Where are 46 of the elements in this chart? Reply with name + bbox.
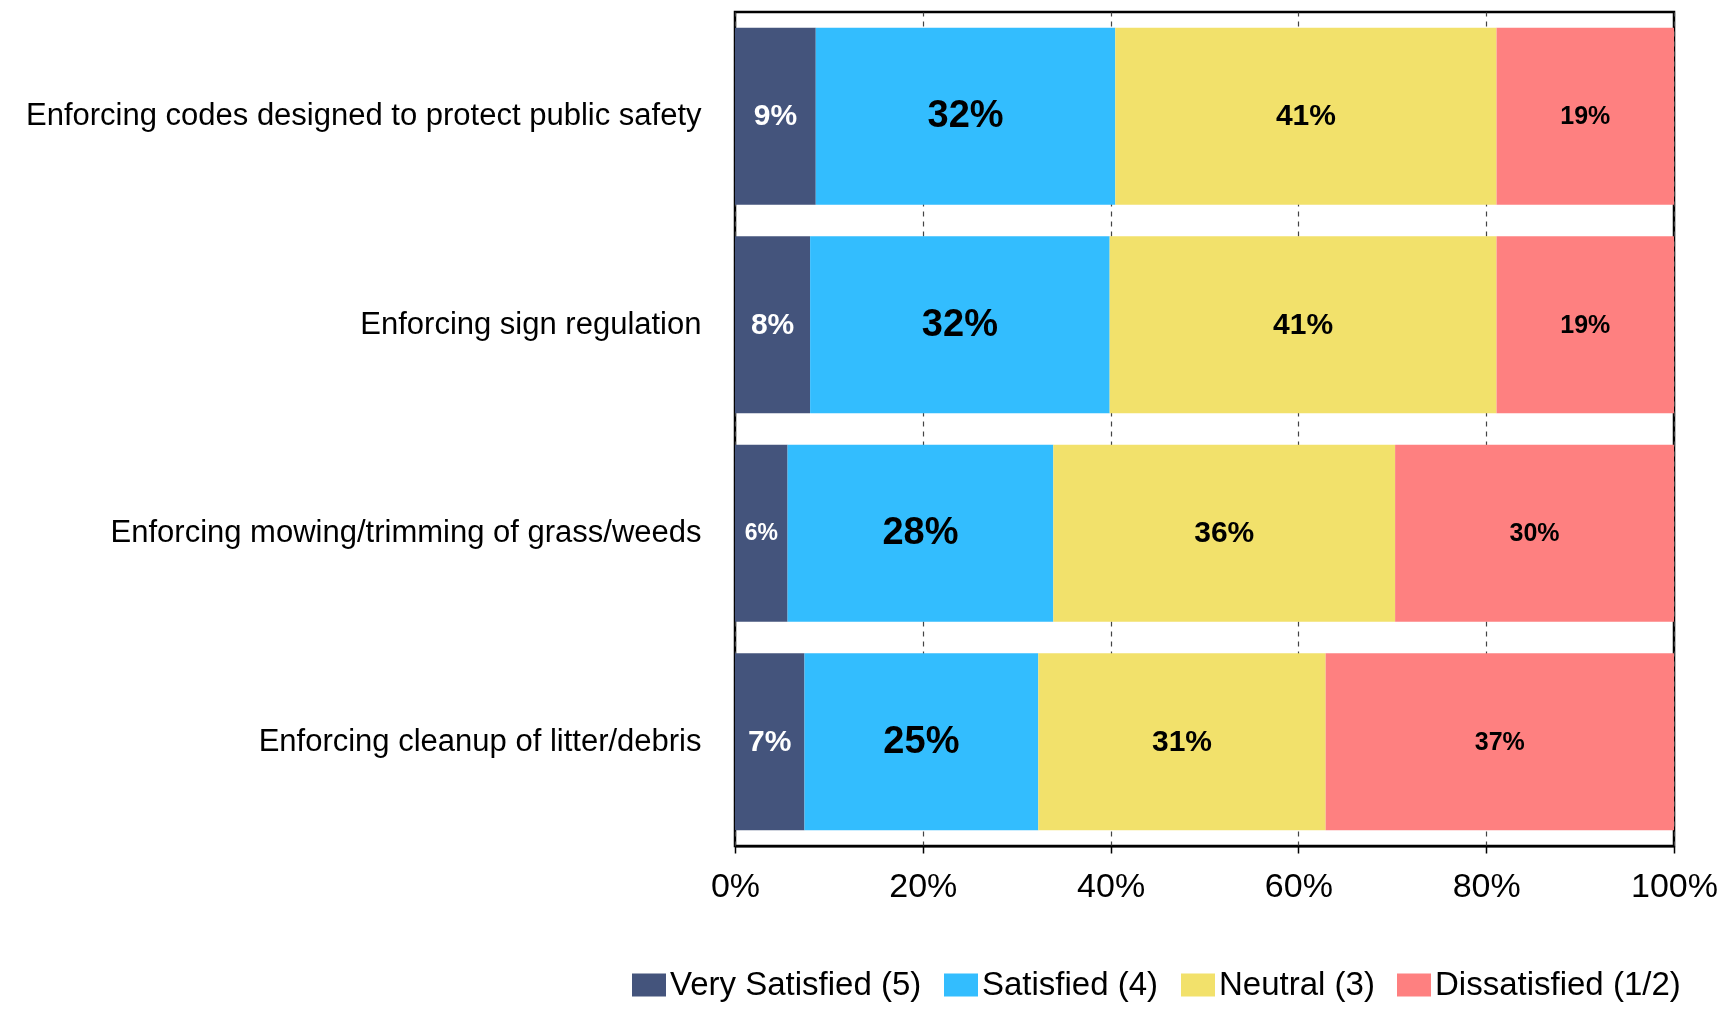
bar	[1038, 653, 1326, 831]
data-label: 19%	[1560, 309, 1611, 338]
data-label: 31%	[1151, 723, 1212, 757]
data-label: 8%	[750, 306, 795, 340]
data-label: 41%	[1275, 98, 1336, 132]
y-tick-label: Enforcing sign regulation	[360, 305, 702, 341]
data-label: 28%	[882, 510, 959, 553]
data-label: 36%	[1194, 515, 1255, 549]
bar	[1496, 236, 1674, 414]
bar	[1115, 27, 1497, 205]
x-tick-label: 100%	[1631, 865, 1718, 904]
data-label: 30%	[1509, 518, 1560, 547]
x-tick-label: 0%	[710, 865, 761, 904]
data-label: 32%	[927, 93, 1004, 136]
bar	[787, 444, 1054, 622]
bar	[1395, 444, 1674, 622]
data-label: 9%	[753, 98, 798, 132]
x-tick-label: 60%	[1264, 865, 1333, 904]
bar	[735, 236, 811, 414]
bar	[1109, 236, 1497, 414]
y-tick-label: Enforcing cleanup of litter/debris	[258, 722, 702, 758]
bar	[1496, 27, 1674, 205]
bar	[810, 236, 1110, 414]
data-label: 41%	[1273, 306, 1334, 340]
x-tick-label: 40%	[1077, 865, 1146, 904]
data-label: 32%	[921, 301, 998, 344]
bar	[815, 27, 1116, 205]
y-tick-label: Enforcing codes designed to protect public safety	[25, 97, 702, 133]
legend-label: Satisfied (4)	[982, 965, 1159, 1002]
x-tick-label: 80%	[1452, 865, 1521, 904]
bar	[1053, 444, 1396, 622]
bar	[1325, 653, 1674, 831]
bar	[735, 444, 788, 622]
legend-label: Very Satisfied (5)	[670, 965, 922, 1002]
data-label: 37%	[1474, 726, 1525, 755]
data-label: 19%	[1560, 101, 1611, 130]
legend-label: Neutral (3)	[1219, 965, 1375, 1002]
bar	[804, 653, 1039, 831]
data-label: 7%	[748, 723, 792, 757]
data-label: 6%	[744, 519, 778, 546]
x-tick-label: 20%	[889, 865, 958, 904]
y-tick-label: Enforcing mowing/trimming of grass/weeds	[110, 514, 702, 550]
bar	[735, 27, 816, 205]
bar	[735, 653, 805, 831]
data-label: 25%	[883, 718, 960, 761]
legend-label: Dissatisfied (1/2)	[1435, 965, 1681, 1002]
